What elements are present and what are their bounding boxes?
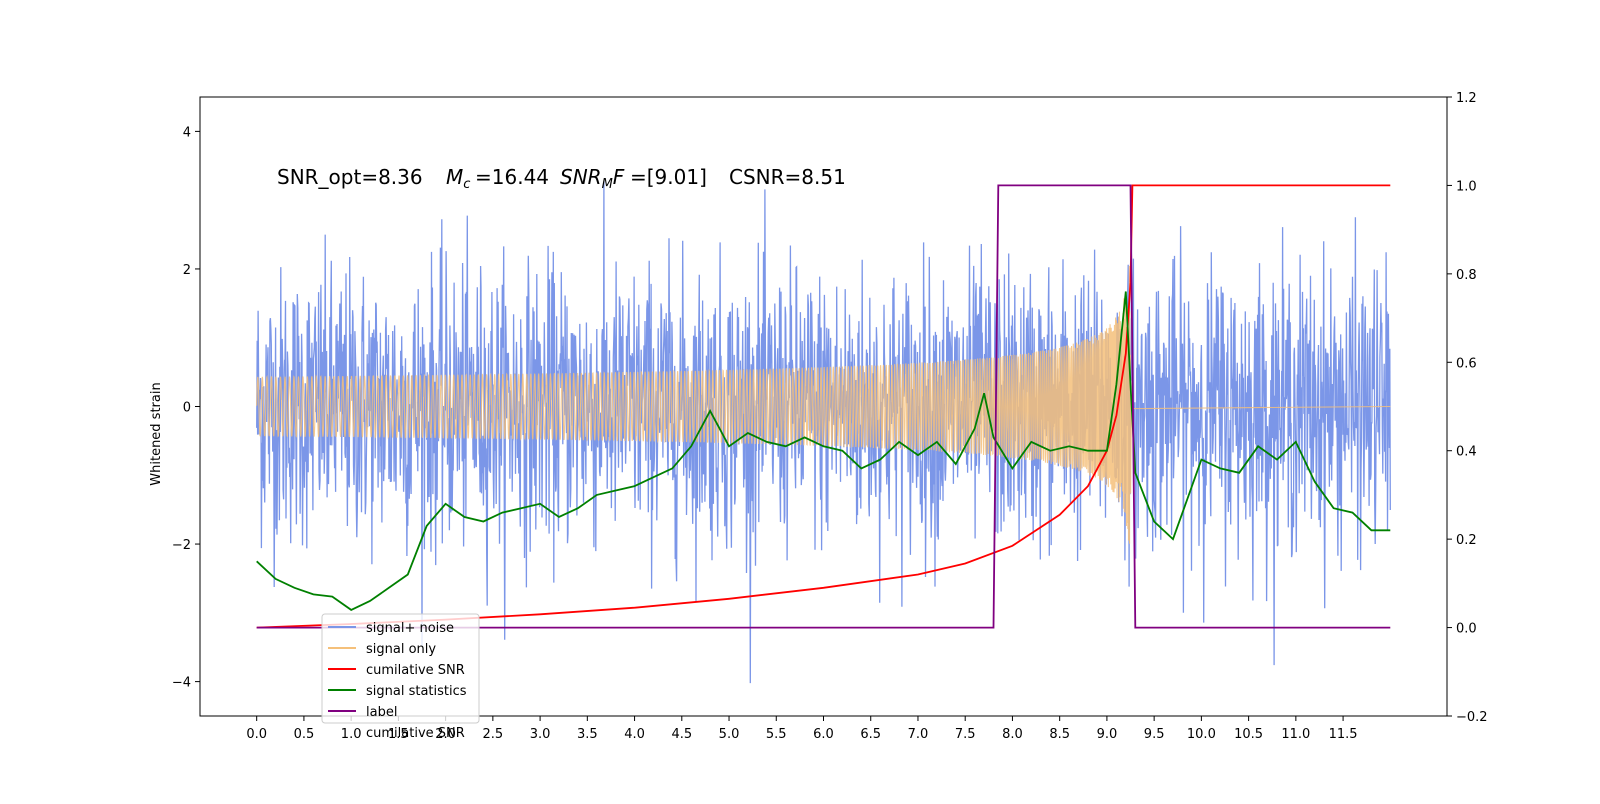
x-tick-label: 4.5 bbox=[671, 727, 692, 742]
x-tick-label: 2.5 bbox=[483, 727, 504, 742]
right-tick-label: −0.2 bbox=[1456, 710, 1488, 725]
legend: signal+ noise signal only cumilative SNR si… bbox=[321, 613, 480, 741]
x-tick-label: 11.5 bbox=[1329, 727, 1358, 742]
x-tick-label: 1.0 bbox=[341, 727, 362, 742]
legend-label: cumilative SNR bbox=[366, 663, 465, 678]
right-tick-label: 0.0 bbox=[1456, 622, 1477, 637]
x-tick-label: 4.0 bbox=[624, 727, 645, 742]
series-cumulative-snr bbox=[256, 184, 1391, 629]
y-tick-label: 4 bbox=[183, 125, 191, 140]
annotation-snr-mf-symbol: SNRMF bbox=[560, 165, 625, 192]
legend-box bbox=[321, 613, 480, 724]
left-y-axis: 4 2 0 −2 −4 bbox=[172, 125, 200, 691]
x-tick-label: 1.5 bbox=[388, 727, 409, 742]
x-tick-label: 6.5 bbox=[860, 727, 881, 742]
y-axis-label: Whitened strain bbox=[149, 382, 164, 485]
legend-label: cumilative SNR bbox=[366, 726, 465, 741]
legend-label: signal only bbox=[366, 642, 436, 657]
x-tick-label: 3.0 bbox=[530, 727, 551, 742]
series-signal-only bbox=[256, 265, 1391, 544]
annotation-snr-mf-value: =[9.01] bbox=[630, 165, 707, 189]
x-tick-label: 2.0 bbox=[435, 727, 456, 742]
right-tick-label: 0.4 bbox=[1456, 445, 1477, 460]
right-tick-label: 1.0 bbox=[1456, 179, 1477, 194]
y-tick-label: −2 bbox=[172, 538, 191, 553]
x-tick-label: 9.5 bbox=[1144, 727, 1165, 742]
series-label bbox=[256, 184, 1391, 629]
x-tick-label: 8.0 bbox=[1002, 727, 1023, 742]
x-tick-label: 0.5 bbox=[294, 727, 315, 742]
annotation-csnr: CSNR=8.51 bbox=[729, 165, 846, 189]
right-y-axis: 1.2 1.0 0.8 0.6 0.4 0.2 0.0 −0.2 bbox=[1447, 91, 1488, 725]
x-tick-label: 7.5 bbox=[955, 727, 976, 742]
x-tick-label: 8.5 bbox=[1049, 727, 1070, 742]
legend-label: signal+ noise bbox=[366, 621, 454, 636]
y-tick-label: −4 bbox=[172, 676, 191, 691]
right-tick-label: 0.6 bbox=[1456, 356, 1477, 371]
y-tick-label: 0 bbox=[183, 401, 191, 416]
x-tick-label: 0.0 bbox=[246, 727, 267, 742]
x-tick-label: 5.0 bbox=[719, 727, 740, 742]
annotation-snr-opt: SNR_opt=8.36 bbox=[277, 165, 423, 189]
series-signal-statistics bbox=[256, 291, 1391, 611]
x-tick-label: 3.5 bbox=[577, 727, 598, 742]
right-tick-label: 1.2 bbox=[1456, 91, 1477, 106]
x-tick-label: 10.0 bbox=[1187, 727, 1216, 742]
y-tick-label: 2 bbox=[183, 263, 191, 278]
annotation-mc-value: =16.44 bbox=[475, 165, 549, 189]
x-tick-label: 6.0 bbox=[813, 727, 834, 742]
legend-label: signal statistics bbox=[366, 684, 467, 699]
x-tick-label: 10.5 bbox=[1234, 727, 1263, 742]
x-tick-label: 9.0 bbox=[1097, 727, 1118, 742]
x-tick-label: 5.5 bbox=[766, 727, 787, 742]
right-tick-label: 0.8 bbox=[1456, 268, 1477, 283]
right-tick-label: 0.2 bbox=[1456, 533, 1477, 548]
annotation-text: SNR_opt=8.36 Mc =16.44 SNRMF =[9.01] CSN… bbox=[277, 165, 846, 192]
x-tick-label: 11.0 bbox=[1281, 727, 1310, 742]
legend-label: label bbox=[366, 705, 397, 720]
x-tick-label: 7.0 bbox=[908, 727, 929, 742]
x-axis: 0.0 0.5 1.0 1.5 2.0 2.5 3.0 3.5 4.0 4.5 5.0 5.5 6.0 6… bbox=[246, 716, 1358, 742]
plot-area bbox=[256, 181, 1391, 684]
